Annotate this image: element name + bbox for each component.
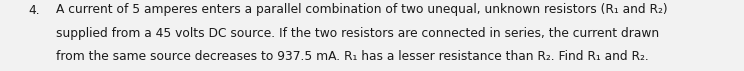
Text: A current of 5 amperes enters a parallel combination of two unequal, unknown res: A current of 5 amperes enters a parallel… (56, 3, 667, 16)
Text: 4.: 4. (28, 3, 40, 16)
Text: supplied from a 45 volts DC source. If the two resistors are connected in series: supplied from a 45 volts DC source. If t… (56, 26, 659, 39)
Text: from the same source decreases to 937.5 mA. R₁ has a lesser resistance than R₂. : from the same source decreases to 937.5 … (56, 49, 649, 62)
